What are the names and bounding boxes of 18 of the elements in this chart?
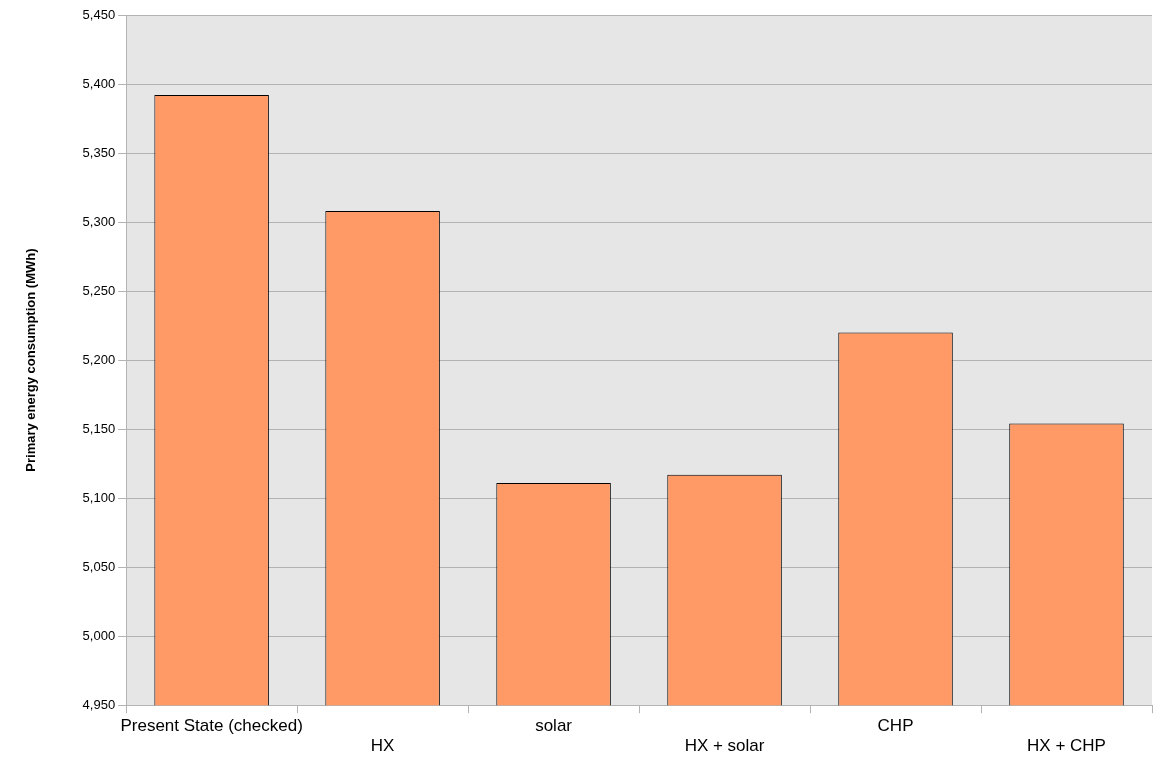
y-tick-label: 5,350: [82, 144, 116, 160]
x-tick-label: HX: [370, 736, 395, 756]
x-tick-label: HX + solar: [684, 736, 765, 756]
x-tick-label: Present State (checked): [120, 716, 303, 736]
x-tick-label: CHP: [877, 716, 914, 736]
y-tick-label: 5,250: [82, 282, 116, 298]
y-tick-label: 5,100: [82, 489, 116, 505]
y-tick-label: 5,400: [82, 75, 116, 91]
y-tick-label: 5,450: [82, 6, 116, 22]
y-tick-label: 5,150: [82, 420, 116, 436]
y-tick-label: 5,050: [82, 558, 116, 574]
y-tick-label: 5,000: [82, 627, 116, 643]
y-tick-label: 5,200: [82, 351, 116, 367]
y-tick-label: 4,950: [82, 696, 116, 712]
x-tick-label: HX + CHP: [1027, 736, 1106, 756]
y-tick-label: 5,300: [82, 213, 116, 229]
y-axis-title: Primary energy consumption (MWh): [23, 248, 39, 472]
x-tick-label: solar: [535, 716, 573, 736]
